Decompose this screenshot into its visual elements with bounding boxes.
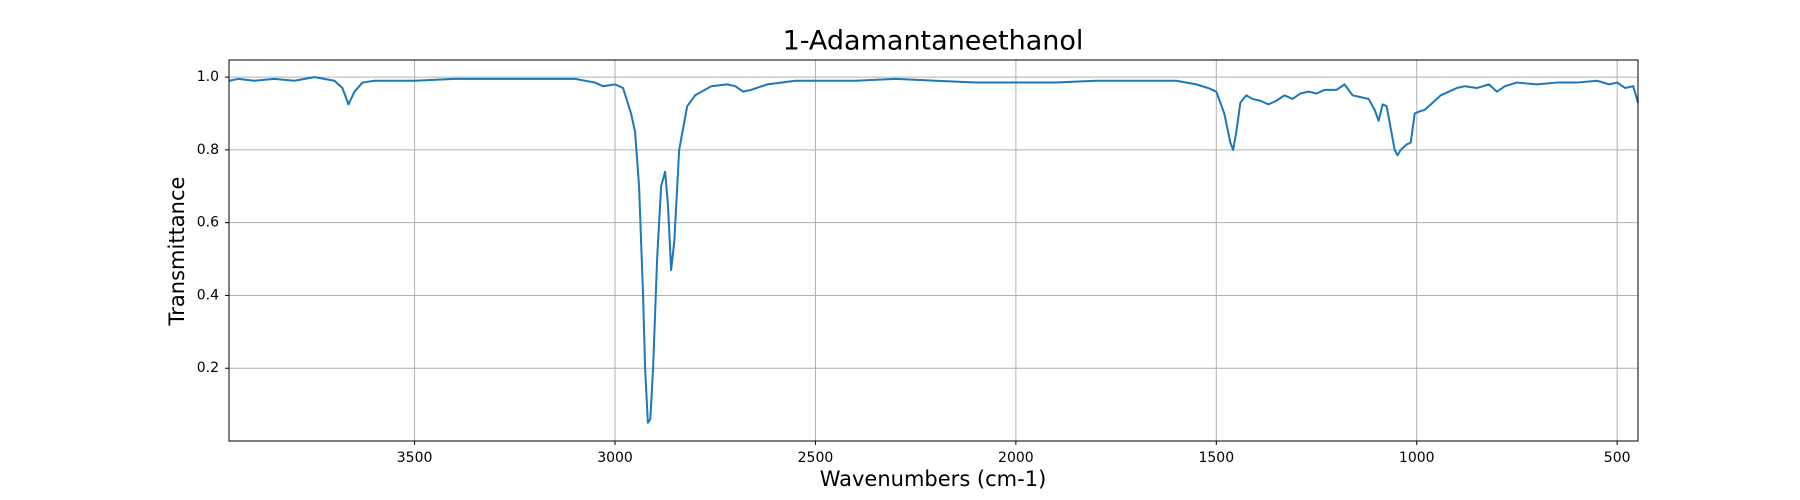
x-tick-label: 1000: [1399, 450, 1435, 466]
x-axis-label: Wavenumbers (cm-1): [820, 467, 1047, 491]
y-tick-label: 0.8: [197, 142, 219, 158]
y-tick-label: 0.4: [197, 287, 219, 303]
x-tick-label: 3500: [397, 450, 433, 466]
x-tick-label: 3000: [597, 450, 633, 466]
x-tick-label: 1500: [1198, 450, 1234, 466]
spectrum-line: [228, 76, 1639, 424]
x-tick-label: 2000: [998, 450, 1034, 466]
y-axis-label: Transmittance: [165, 177, 189, 327]
x-tick-label: 500: [1604, 450, 1631, 466]
y-tick-label: 0.2: [197, 360, 219, 376]
x-tick-label: 2500: [798, 450, 834, 466]
y-tick-label: 1.0: [197, 69, 219, 85]
chart-title: 1-Adamantaneethanol: [783, 26, 1084, 57]
plot-frame: [228, 59, 1639, 442]
y-tick-label: 0.6: [197, 215, 219, 231]
